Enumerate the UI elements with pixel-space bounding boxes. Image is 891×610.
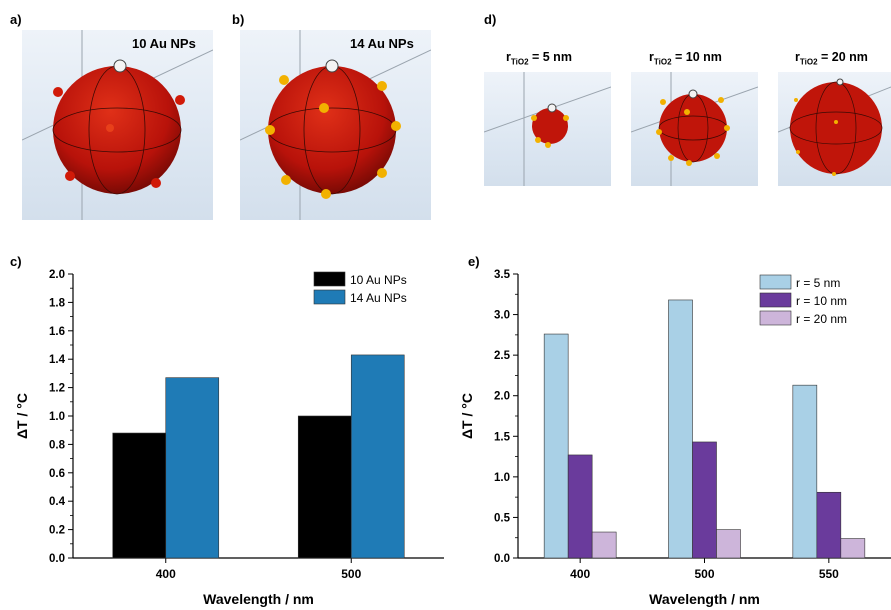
chart-e: 0.0 0.5 1.0 1.5 2.0 2.5 3.0 3.5 400 500 550 Wavelen…: [459, 269, 891, 607]
chart-c-y-tick-label: 0.8: [49, 439, 66, 451]
chart-c-legend-label: 10 Au NPs: [350, 273, 407, 287]
panel-d-letter: d): [484, 12, 497, 27]
chart-c-y-tick-label: 1.4: [49, 354, 66, 366]
panel-d-label-r20: rTiO2 = 20 nm: [795, 50, 868, 67]
chart-e-x-tick-label: 500: [694, 567, 714, 581]
chart-c-bar-10-au-nps-400: [112, 432, 167, 559]
panel-a-letter: a): [10, 12, 22, 27]
chart-e-legend-swatch: [759, 310, 792, 326]
chart-e-legend-label: r = 20 nm: [796, 312, 847, 326]
panel-a-simulation-image: 10 Au NPs: [22, 30, 213, 220]
chart-e-x-tick-label: 400: [570, 567, 590, 581]
chart-e-legend-label: r = 10 nm: [796, 294, 847, 308]
chart-e-bar-r-5-nm-550: [792, 384, 818, 559]
panel-d-r10-simulation-image: [631, 72, 758, 186]
chart-e-y-tick-label: 3.5: [494, 269, 511, 281]
chart-c-bar-14-au-nps-500: [350, 354, 405, 559]
chart-e-y-tick-label: 2.5: [494, 350, 511, 362]
chart-c-x-tick-label: 400: [156, 567, 176, 581]
panel-b-letter: b): [232, 12, 245, 27]
chart-c-legend-label: 14 Au NPs: [350, 291, 407, 305]
chart-e-y-tick-label: 1.0: [494, 472, 510, 484]
chart-c-y-tick-label: 0.6: [49, 468, 65, 480]
chart-e-y-axis-title: ΔT / °C: [459, 393, 475, 439]
chart-e-bar-r-5-nm-500: [668, 299, 693, 559]
chart-e-x-axis-title: Wavelength / nm: [649, 591, 760, 607]
chart-e-legend-swatch: [759, 292, 792, 308]
chart-e-y-tick-label: 1.5: [494, 431, 511, 443]
chart-e-bar-r-10-nm-550: [816, 491, 842, 559]
chart-e-legend-label: r = 5 nm: [796, 276, 840, 290]
panel-d-r20-simulation-image: [778, 72, 891, 186]
chart-c-bar-14-au-nps-400: [165, 377, 220, 559]
chart-c-x-tick-label: 500: [341, 567, 361, 581]
chart-c-y-tick-label: 0.0: [49, 553, 65, 565]
chart-e-bar-r-20-nm-550: [840, 538, 866, 559]
chart-c-y-tick-label: 0.2: [49, 525, 65, 537]
panel-a-label: 10 Au NPs: [132, 36, 196, 51]
chart-c: 0.0 0.2 0.4 0.6 0.8 1.0 1.2 1.4 1.6 1.8 2.0 400 500 W…: [14, 269, 444, 607]
chart-c-y-tick-label: 1.2: [49, 383, 65, 395]
chart-e-y-tick-label: 0.5: [494, 512, 511, 524]
chart-c-x-axis-title: Wavelength / nm: [203, 591, 314, 607]
chart-e-bar-r-20-nm-500: [716, 529, 741, 559]
chart-c-y-axis-title: ΔT / °C: [14, 393, 30, 439]
chart-e-y-tick-label: 0.0: [494, 553, 510, 565]
chart-c-y-tick-label: 1.6: [49, 326, 65, 338]
chart-c-bar-10-au-nps-500: [297, 415, 352, 559]
panel-d-r5-simulation-image: [484, 72, 611, 186]
chart-e-legend-swatch: [759, 274, 792, 290]
chart-e-x-tick-label: 550: [819, 567, 839, 581]
chart-c-y-tick-label: 0.4: [49, 496, 66, 508]
chart-e-bar-r-20-nm-400: [591, 531, 617, 559]
panel-d-label-r5: rTiO2 = 5 nm: [506, 50, 572, 67]
chart-e-bar-r-5-nm-400: [543, 333, 569, 559]
chart-c-legend-swatch: [313, 289, 346, 305]
chart-c-legend-swatch: [313, 271, 346, 287]
chart-e-y-tick-label: 3.0: [494, 310, 510, 322]
panel-b-label: 14 Au NPs: [350, 36, 414, 51]
chart-e-y-tick-label: 2.0: [494, 391, 510, 403]
chart-c-y-tick-label: 1.0: [49, 411, 65, 423]
panel-d-label-r10: rTiO2 = 10 nm: [649, 50, 722, 67]
panel-b-simulation-image: 14 Au NPs: [240, 30, 431, 220]
chart-c-y-tick-label: 2.0: [49, 269, 65, 281]
panel-e-letter: e): [468, 254, 480, 269]
chart-e-bar-r-10-nm-400: [567, 454, 593, 559]
panel-c-letter: c): [10, 254, 22, 269]
chart-e-bar-r-10-nm-500: [692, 441, 717, 559]
chart-c-y-tick-label: 1.8: [49, 297, 66, 309]
